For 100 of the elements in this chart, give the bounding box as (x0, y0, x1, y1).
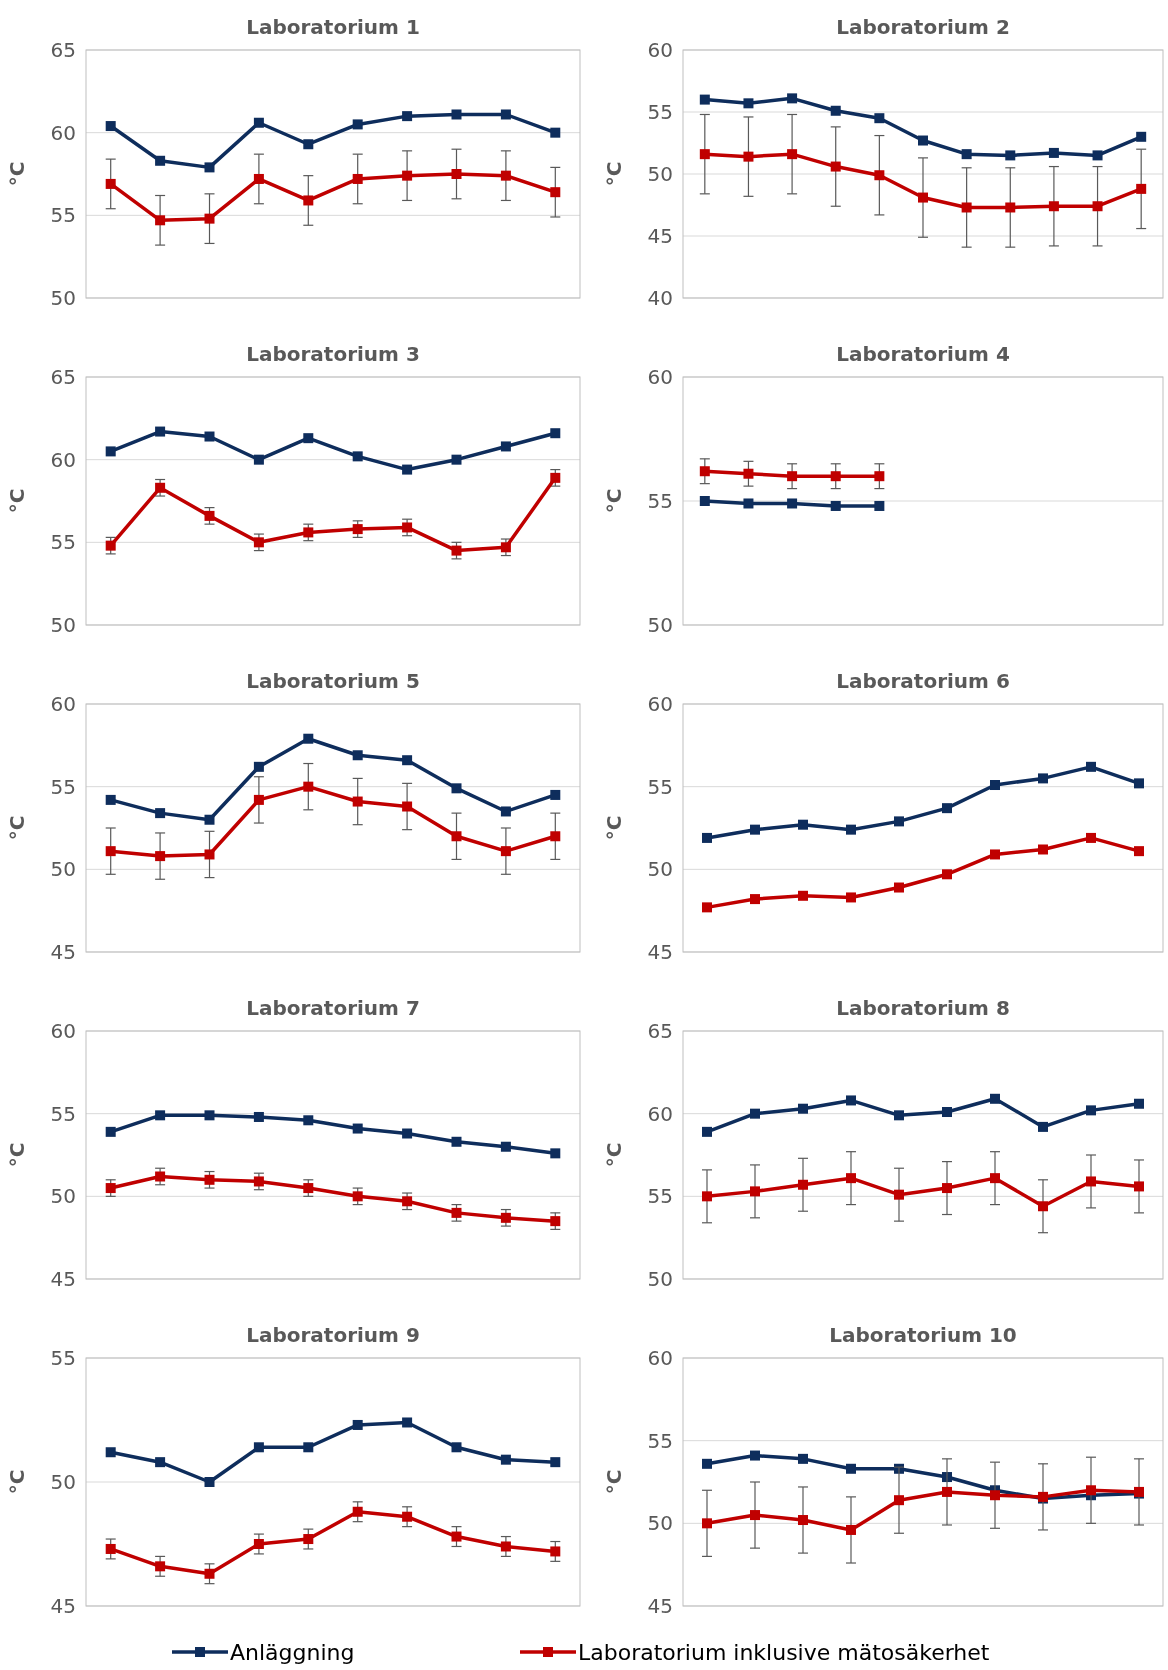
point (500, 441, 511, 452)
point (942, 1486, 952, 1497)
point (204, 162, 215, 173)
point (402, 464, 413, 475)
point (352, 750, 363, 761)
point (1092, 201, 1103, 212)
point (918, 192, 928, 203)
point (830, 161, 841, 172)
point (451, 1531, 462, 1542)
point (253, 761, 264, 772)
y-tick-label: 50 (647, 162, 673, 186)
point (352, 119, 363, 130)
point (702, 1518, 712, 1529)
point (990, 1093, 1000, 1104)
y-tick-label: 50 (50, 1184, 76, 1209)
point (500, 1141, 511, 1152)
point (550, 428, 561, 439)
y-tick-label: 65 (50, 38, 76, 62)
point (303, 781, 314, 792)
point (1086, 1176, 1096, 1187)
point (402, 170, 413, 181)
point (750, 1108, 760, 1119)
point (550, 472, 561, 483)
point (500, 1454, 511, 1465)
point (303, 527, 314, 538)
point (550, 127, 561, 138)
point (253, 537, 264, 548)
y-tick-label: 55 (647, 489, 673, 513)
point (155, 1171, 166, 1182)
point (352, 451, 363, 462)
point (1038, 773, 1048, 784)
point (1092, 150, 1103, 161)
chart-title: Laboratorium 6 (836, 669, 1010, 693)
point (1086, 1105, 1096, 1116)
point (990, 780, 1000, 791)
point (1134, 1181, 1144, 1192)
point (798, 1453, 808, 1464)
point (253, 1111, 264, 1122)
y-tick-label: 50 (647, 1511, 673, 1536)
chart-title: Laboratorium 1 (246, 15, 420, 39)
point (1134, 1098, 1144, 1109)
point (894, 1495, 904, 1506)
point (550, 1457, 561, 1468)
point (105, 794, 116, 805)
point (105, 846, 116, 857)
point (550, 1148, 561, 1159)
point (787, 471, 798, 482)
point (743, 468, 754, 479)
point (105, 446, 116, 457)
point (942, 869, 952, 880)
y-tick-label: 55 (50, 530, 76, 555)
point (500, 542, 511, 553)
point (1038, 1121, 1048, 1132)
point (750, 824, 760, 835)
point (303, 195, 314, 206)
y-tick-label: 60 (647, 365, 673, 389)
point (155, 155, 166, 166)
point (874, 113, 885, 124)
point (155, 482, 166, 493)
y-tick-label: 60 (647, 1346, 673, 1370)
point (699, 149, 710, 160)
y-tick-label: 60 (647, 38, 673, 62)
point (961, 149, 972, 160)
point (750, 894, 760, 905)
point (846, 1095, 856, 1106)
chart-title: Laboratorium 7 (246, 996, 420, 1020)
y-tick-label: 55 (50, 203, 76, 228)
point (105, 1126, 116, 1137)
point (352, 524, 363, 535)
point (1086, 761, 1096, 772)
point (1134, 846, 1144, 857)
point (204, 1110, 215, 1121)
y-tick-label: 45 (647, 224, 673, 248)
point (846, 1463, 856, 1474)
point (894, 1110, 904, 1121)
point (105, 178, 116, 189)
y-axis-title: °C (5, 488, 29, 514)
point (990, 1173, 1000, 1184)
y-tick-label: 60 (50, 447, 76, 472)
point (702, 1458, 712, 1469)
y-axis-title: °C (602, 161, 626, 187)
chart-title: Laboratorium 2 (836, 15, 1010, 39)
y-axis-title: °C (5, 815, 29, 841)
point (702, 832, 712, 843)
point (846, 892, 856, 903)
point (1086, 832, 1096, 843)
point (303, 1115, 314, 1126)
point (451, 1207, 462, 1218)
point (846, 1524, 856, 1535)
point (402, 522, 413, 533)
point (155, 808, 166, 819)
y-tick-label: 55 (50, 1101, 76, 1126)
point (451, 454, 462, 465)
point (1038, 1201, 1048, 1212)
point (402, 111, 413, 122)
y-tick-label: 55 (647, 774, 673, 799)
point (402, 801, 413, 812)
y-axis-title: °C (5, 1142, 29, 1168)
point (500, 170, 511, 181)
y-tick-label: 55 (50, 1346, 76, 1370)
